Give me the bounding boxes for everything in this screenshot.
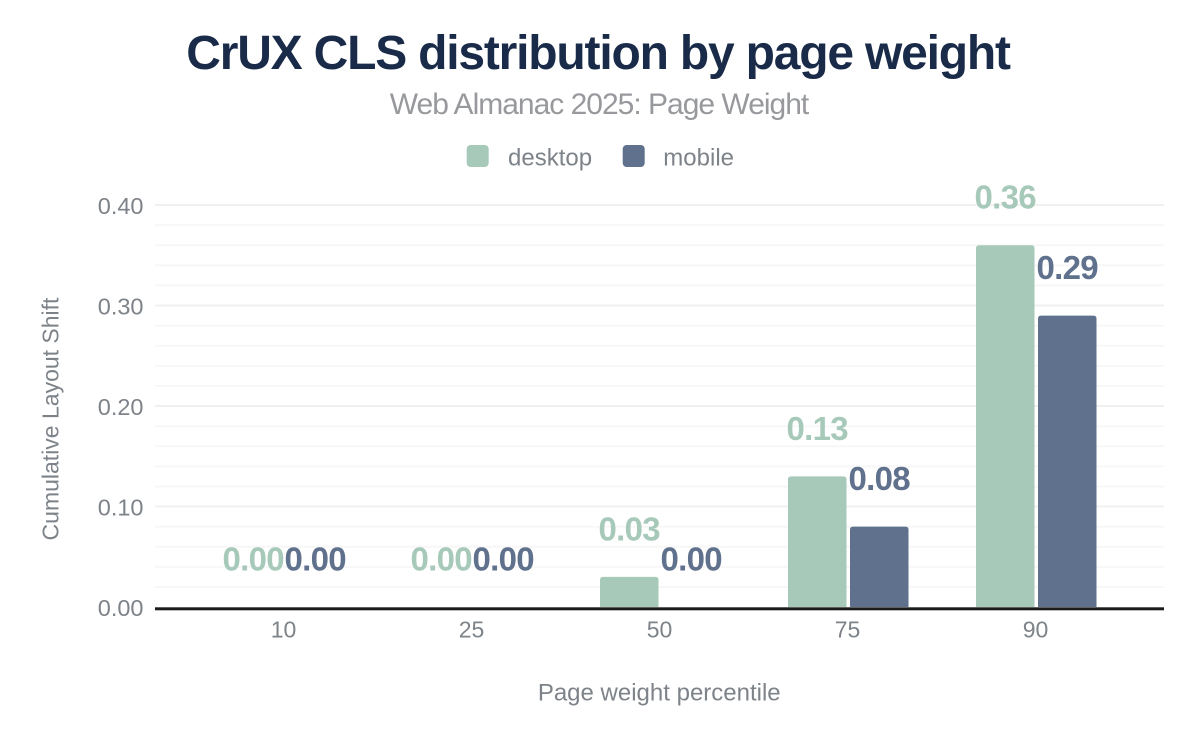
svg-text:0.03: 0.03 [599,510,661,547]
svg-text:0.00: 0.00 [473,541,534,578]
svg-text:desktop: desktop [508,145,592,172]
svg-text:0.00: 0.00 [223,541,284,578]
svg-text:90: 90 [1023,617,1049,643]
svg-text:0.40: 0.40 [98,193,144,219]
svg-text:0.00: 0.00 [411,541,472,578]
svg-text:50: 50 [647,617,673,643]
svg-text:0.08: 0.08 [849,460,911,497]
svg-text:0.00: 0.00 [661,541,722,578]
svg-text:0.30: 0.30 [98,294,144,320]
svg-text:0.29: 0.29 [1037,249,1099,286]
svg-text:mobile: mobile [663,145,734,172]
svg-text:0.13: 0.13 [787,410,849,447]
svg-text:75: 75 [835,617,861,643]
svg-text:0.00: 0.00 [285,541,346,578]
svg-text:25: 25 [459,617,485,643]
svg-text:0.20: 0.20 [98,394,144,420]
svg-text:Page weight percentile: Page weight percentile [538,680,781,707]
svg-text:Cumulative Layout Shift: Cumulative Layout Shift [38,297,64,541]
svg-text:0.00: 0.00 [98,595,144,621]
svg-text:0.10: 0.10 [98,495,144,521]
svg-text:10: 10 [271,617,297,643]
svg-text:CrUX CLS distribution by page: CrUX CLS distribution by page weight [186,27,1011,80]
svg-text:Web Almanac 2025: Page Weight: Web Almanac 2025: Page Weight [390,88,810,121]
svg-text:0.36: 0.36 [975,179,1037,216]
